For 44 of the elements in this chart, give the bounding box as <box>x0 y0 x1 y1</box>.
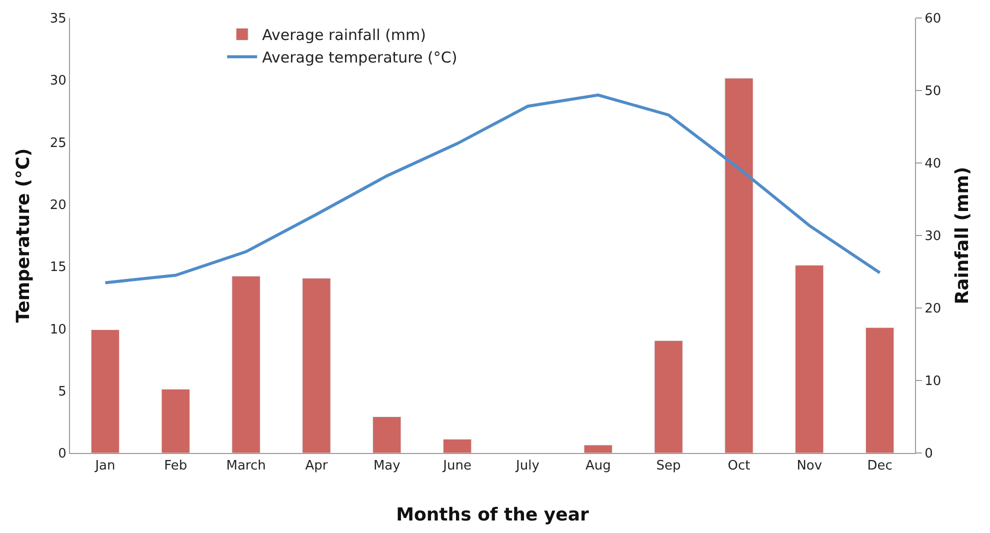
y2-tick-label: 30 <box>924 229 942 244</box>
bar <box>654 340 683 453</box>
bar <box>584 444 612 453</box>
y-tick-label: 35 <box>50 12 66 27</box>
y-tick-label: 30 <box>50 74 66 89</box>
y2-tick-label: 40 <box>924 156 942 172</box>
y2-tick-label: 10 <box>924 374 942 390</box>
legend-label: Average temperature (°C) <box>262 48 458 67</box>
x-axis-title: Months of the year <box>396 504 590 526</box>
y2-axis-title: Rainfall (mm) <box>952 166 974 304</box>
x-tick-label: March <box>226 458 266 474</box>
x-tick-label: Dec <box>867 458 892 474</box>
bar <box>90 330 120 453</box>
bar <box>724 78 754 453</box>
x-tick-label: Nov <box>796 458 822 474</box>
line-series <box>104 94 882 284</box>
bar <box>232 276 260 453</box>
y-tick-label: 25 <box>50 136 66 151</box>
y-tick-label: 10 <box>50 322 66 338</box>
x-tick-label: Jan <box>94 458 116 474</box>
bar <box>161 388 190 453</box>
y-tick-label: 0 <box>58 446 66 462</box>
x-tick-label: June <box>442 458 472 474</box>
x-tick-label: Aug <box>585 458 611 474</box>
x-tick-label: May <box>373 458 401 474</box>
bar <box>372 416 402 453</box>
legend-label: Average rainfall (mm) <box>262 26 426 44</box>
y-tick-label: 15 <box>50 260 66 276</box>
x-tick-label: July <box>515 458 540 474</box>
x-tick-label: Oct <box>728 458 750 474</box>
bar <box>865 327 894 453</box>
y2-tick-label: 20 <box>924 302 942 317</box>
x-tick-label: Feb <box>164 458 188 474</box>
y2-tick-label: 60 <box>924 12 942 27</box>
bar <box>442 438 472 453</box>
y-tick-label: 20 <box>50 198 66 213</box>
y2-tick-label: 0 <box>924 446 933 462</box>
y-tick-label: 5 <box>58 384 66 400</box>
x-tick-label: Apr <box>305 458 328 474</box>
bar <box>795 264 824 453</box>
y2-tick-label: 50 <box>924 84 942 100</box>
x-tick-label: Sep <box>656 458 681 474</box>
y-axis-title: Temperature (°C) <box>13 148 34 323</box>
bar <box>302 278 331 453</box>
